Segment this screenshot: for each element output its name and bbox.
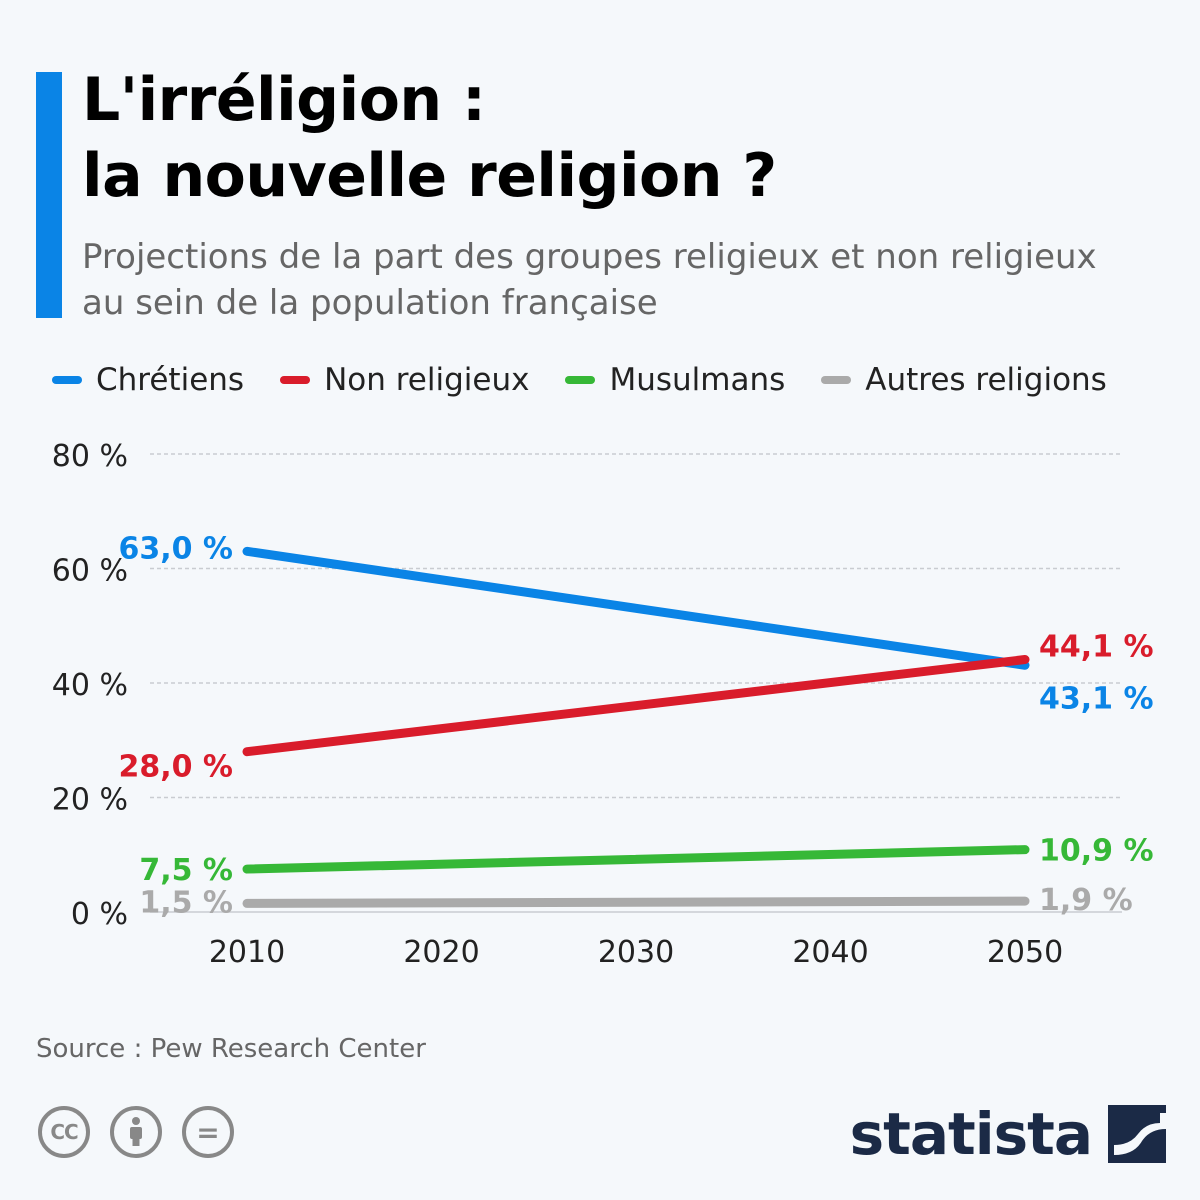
x-tick-label: 2030 — [598, 935, 674, 970]
data-label: 1,5 % — [139, 885, 233, 920]
legend-label: Non religieux — [324, 362, 530, 398]
chart-title-line-1: L'irréligion : — [82, 65, 486, 135]
logo-wordmark: statista — [849, 1100, 1093, 1168]
x-tick-label: 2050 — [987, 935, 1063, 970]
x-tick-label: 2040 — [792, 935, 868, 970]
data-label: 63,0 % — [118, 531, 233, 566]
line-chart: 0 % 20 % 40 % 60 % 80 % 2010 2020 2030 2040 2050 6… — [52, 439, 1154, 970]
statista-logo-icon — [1108, 1105, 1166, 1163]
data-label: 10,9 % — [1039, 834, 1154, 869]
chart-subtitle: Projections de la part des groupes relig… — [82, 237, 1097, 323]
data-label: 7,5 % — [139, 853, 233, 888]
y-tick-label: 40 % — [52, 668, 128, 703]
statista-logo[interactable]: statista — [850, 1100, 1166, 1168]
series-line-non-religieux — [242, 655, 1030, 757]
legend-swatch — [821, 376, 852, 384]
chart-title-line-2: la nouvelle religion ? — [82, 141, 777, 211]
series-line-musulmans — [242, 845, 1030, 874]
legend-label: Chrétiens — [96, 362, 245, 398]
legend-item-musulmans: Musulmans — [565, 362, 785, 398]
legend-item-chretiens: Chrétiens — [52, 362, 244, 398]
data-label: 44,1 % — [1039, 630, 1154, 665]
cc-icon: CC — [38, 1106, 90, 1158]
x-tick-label: 2020 — [403, 935, 479, 970]
y-tick-label: 60 % — [52, 554, 128, 589]
legend-label: Autres religions — [865, 362, 1107, 398]
y-tick-label: 20 % — [52, 783, 128, 818]
attribution-icon — [110, 1106, 162, 1158]
source-note: Source : Pew Research Center — [36, 1034, 426, 1064]
legend-swatch — [280, 376, 311, 384]
x-tick-label: 2010 — [209, 935, 285, 970]
chart-title: L'irréligion : la nouvelle religion ? — [82, 62, 777, 214]
license-icons: CC = — [38, 1106, 254, 1158]
series-line-chretiens — [242, 546, 1030, 670]
y-tick-label: 0 % — [71, 897, 128, 932]
legend-item-autres-religions: Autres religions — [821, 362, 1107, 398]
title-accent-bar — [36, 72, 62, 318]
legend-swatch — [565, 376, 596, 384]
series-line-autres-religions — [242, 896, 1030, 908]
legend-item-non-religieux: Non religieux — [280, 362, 529, 398]
no-derivatives-icon: = — [182, 1106, 234, 1158]
legend-label: Musulmans — [609, 362, 786, 398]
y-tick-label: 80 % — [52, 439, 128, 474]
data-label: 1,9 % — [1039, 883, 1133, 918]
data-label: 43,1 % — [1039, 681, 1154, 716]
person-icon — [130, 1117, 142, 1146]
legend-swatch — [52, 376, 82, 384]
chart-legend: Chrétiens Non religieux Musulmans Autres… — [52, 358, 1107, 402]
data-label: 28,0 % — [118, 750, 233, 785]
